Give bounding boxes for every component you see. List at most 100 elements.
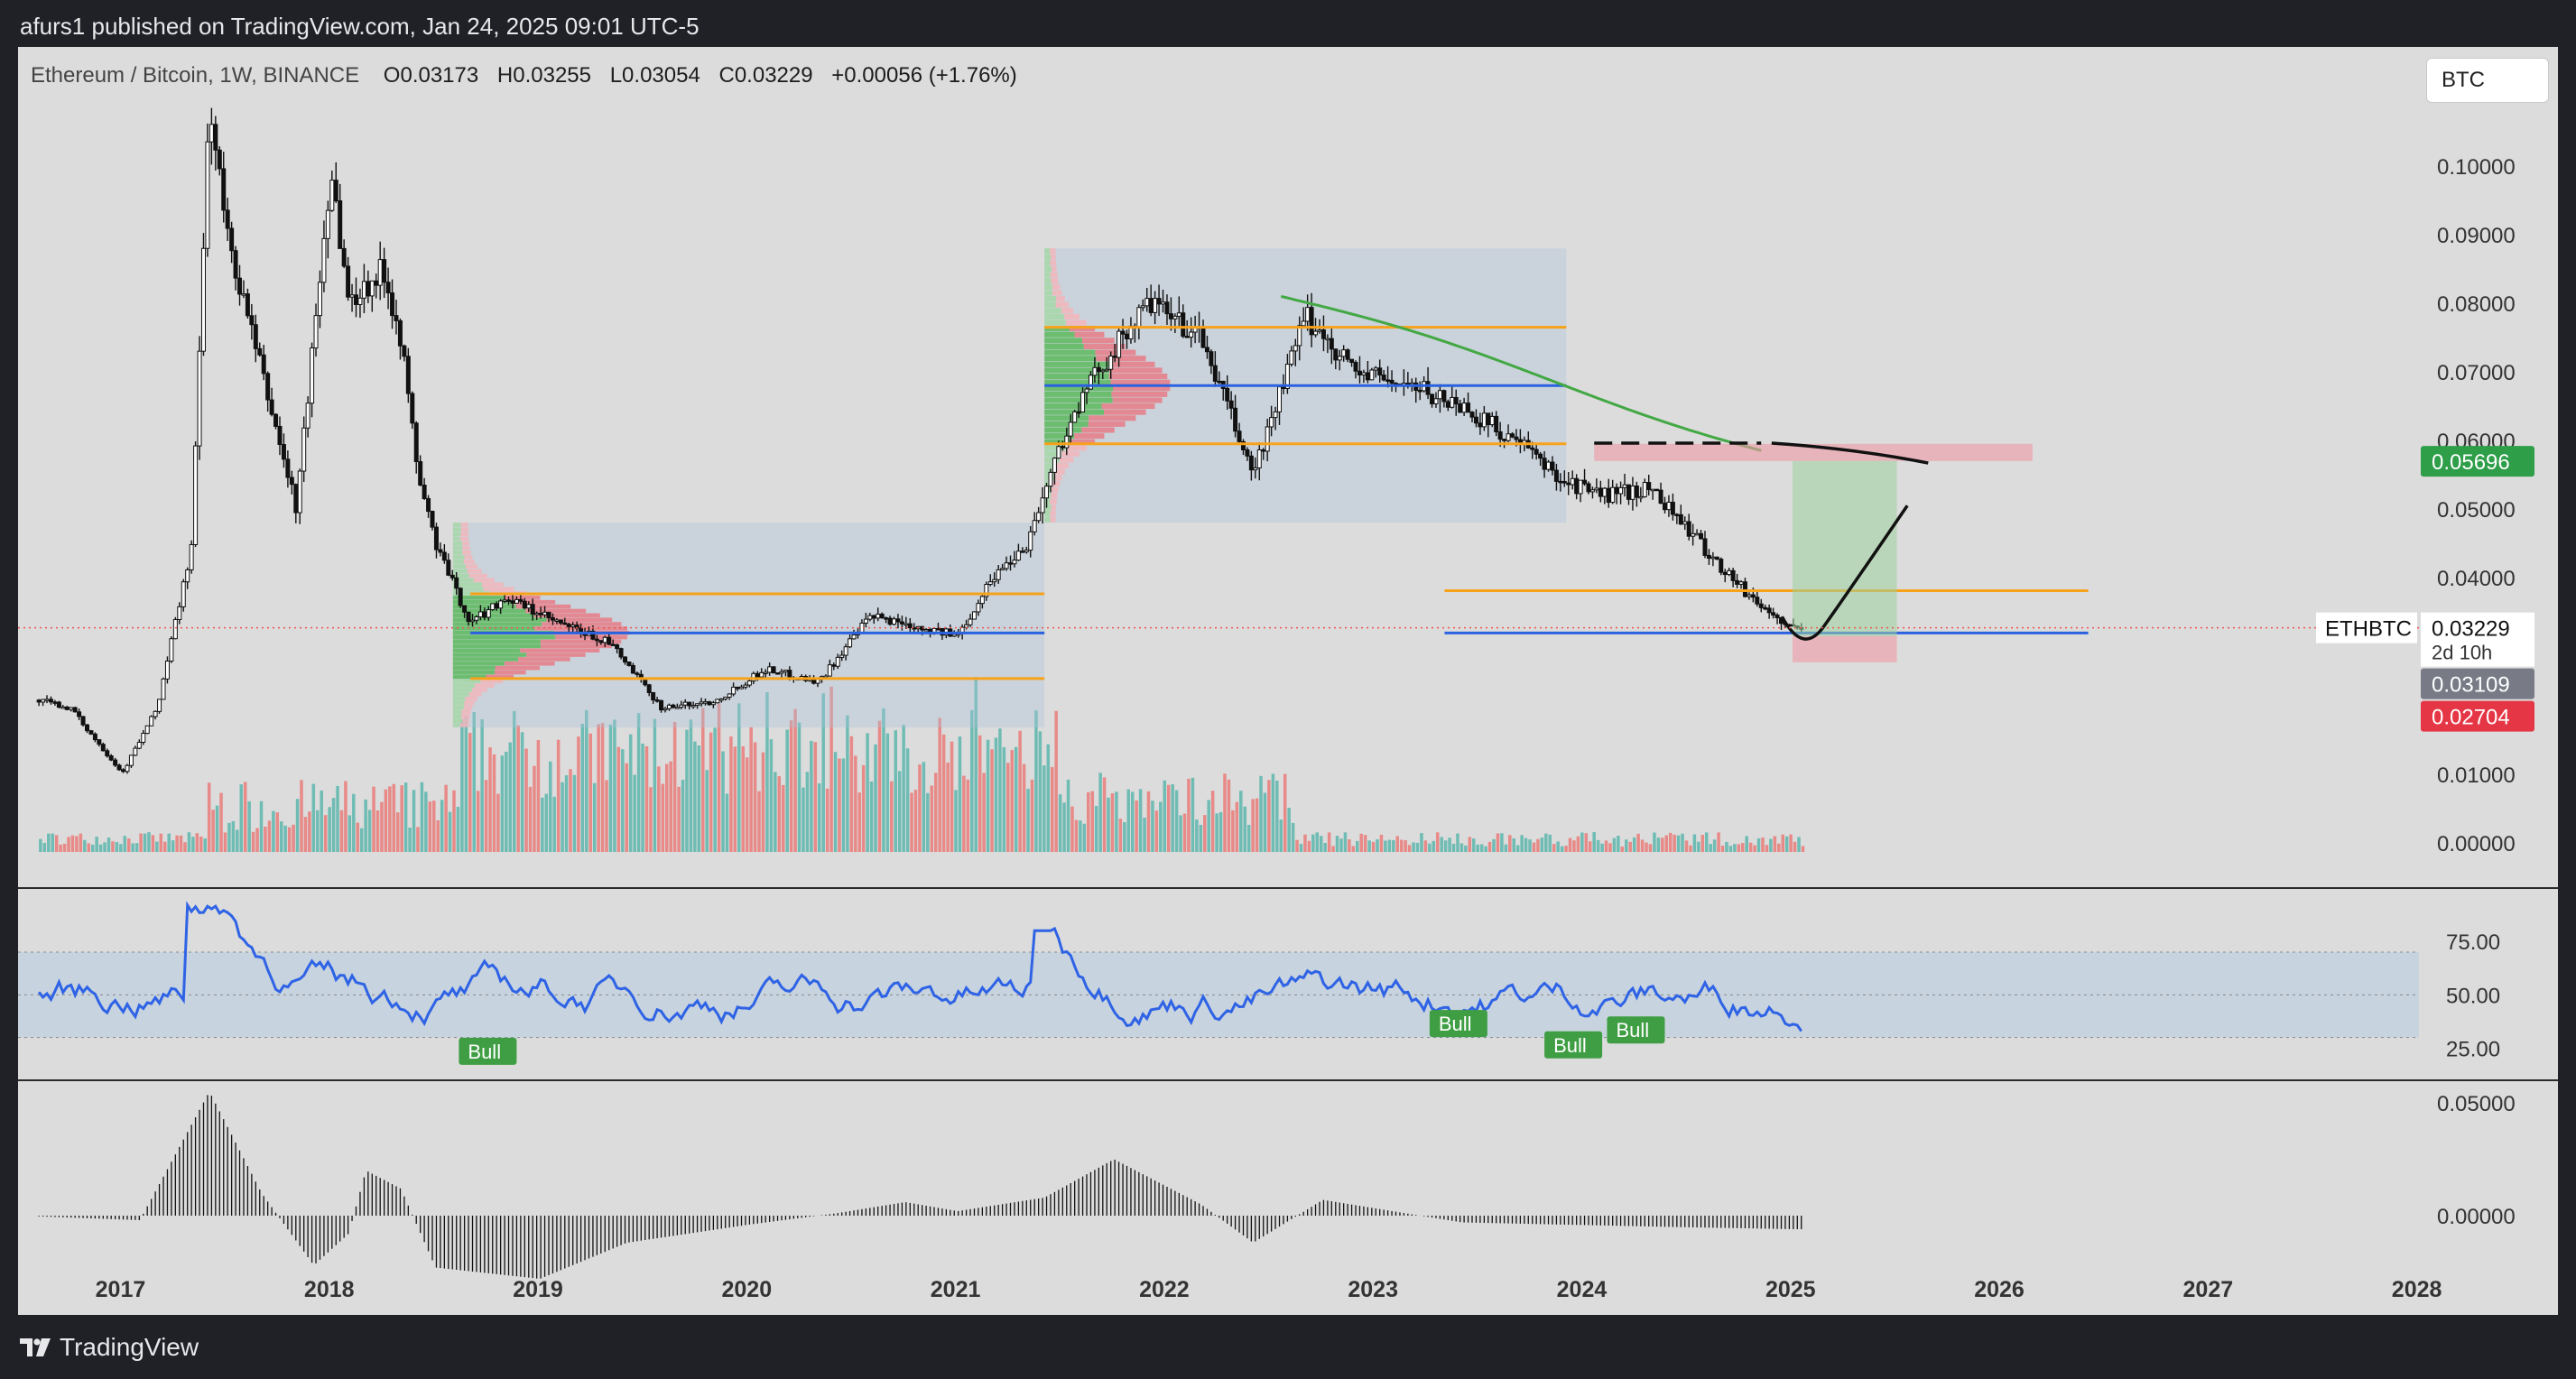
candle-body: [385, 282, 391, 294]
volume-bar: [123, 836, 127, 852]
volume-bar: [962, 775, 966, 852]
volume-bar: [1002, 747, 1006, 852]
volume-bar: [541, 797, 544, 852]
candle-body: [1682, 521, 1688, 525]
volume-bar: [1625, 839, 1628, 852]
candle-body: [1458, 403, 1463, 413]
volume-bar: [1492, 838, 1496, 852]
candle-body: [951, 634, 957, 637]
volume-bar: [395, 812, 400, 852]
candle-body: [1606, 487, 1611, 504]
volume-bar: [484, 780, 488, 852]
candle-body: [1433, 398, 1439, 404]
volume-bar: [39, 838, 42, 852]
profile-up-bar: [452, 569, 468, 574]
candle-body: [871, 615, 876, 619]
volume-bar: [1054, 710, 1058, 852]
volume-bar: [339, 810, 344, 852]
volume-bar: [1656, 838, 1661, 852]
profile-up-bar: [452, 692, 469, 697]
profile-down-bar: [1061, 450, 1080, 457]
volume-bar: [1608, 843, 1612, 852]
candle-body: [1144, 298, 1150, 307]
candle-body: [699, 701, 704, 705]
volume-bar: [70, 835, 75, 852]
volume-bar: [87, 843, 91, 852]
candle-body: [301, 427, 307, 472]
candle-body: [1277, 386, 1283, 412]
volume-bar: [236, 829, 239, 852]
profile-up-bar: [452, 541, 463, 546]
tradingview-logo[interactable]: TradingView: [20, 1333, 199, 1362]
volume-bar: [966, 779, 970, 852]
volume-bar: [223, 832, 227, 852]
volume-bar: [1576, 836, 1580, 852]
volume-bar: [1271, 773, 1275, 852]
profile-up-bar: [1044, 367, 1110, 374]
rsi-pane: Bull Bull Bull Bull: [18, 901, 2419, 1065]
candle-body: [626, 662, 632, 666]
volume-bar: [215, 805, 219, 852]
candle-body: [60, 706, 66, 709]
profile-down-bar: [463, 705, 473, 710]
volume-bar: [1628, 841, 1632, 852]
volume-bar: [636, 713, 641, 852]
candle-body: [92, 733, 97, 741]
profile-down-bar: [481, 582, 504, 587]
candle-body: [502, 599, 507, 602]
candle-body: [618, 648, 624, 658]
profile-down-bar: [464, 555, 473, 560]
legend-low: 0.03054: [622, 63, 700, 88]
candle-body: [895, 618, 901, 623]
candle-body: [935, 627, 941, 631]
volume-bar: [51, 833, 54, 852]
bull-label-bg: [1429, 1010, 1487, 1038]
candle-body: [229, 227, 235, 252]
profile-up-bar: [452, 648, 521, 652]
candle-body: [133, 747, 138, 756]
legend-high-label: H: [496, 63, 514, 88]
volume-bar: [1544, 833, 1548, 852]
volume-bar: [1182, 813, 1187, 852]
candle-body: [161, 678, 166, 700]
profile-down-bar: [1052, 290, 1062, 296]
currency-button[interactable]: BTC: [2426, 58, 2549, 103]
candle-body: [200, 247, 206, 352]
volume-bar: [681, 780, 685, 852]
candle-body: [654, 699, 660, 702]
time-tick: 2017: [96, 1277, 146, 1302]
rsi-tick: 25.00: [2446, 1038, 2500, 1062]
profile-up-bar: [1044, 427, 1082, 433]
profile-down-bar: [541, 643, 612, 649]
profile-down-bar: [462, 551, 471, 555]
volume-bar: [203, 838, 207, 852]
legend-open-label: O: [383, 63, 401, 88]
volume-bar: [954, 790, 958, 852]
candle-body: [1774, 615, 1780, 619]
candle-body: [787, 670, 792, 679]
candle-body: [113, 759, 118, 766]
volume-bar: [452, 790, 456, 852]
volume-bar: [918, 764, 922, 852]
candle-body: [1634, 486, 1639, 498]
volume-bar: [1620, 846, 1625, 852]
volume-bar: [874, 744, 877, 852]
candle-body: [144, 725, 150, 735]
candle-body: [1032, 520, 1037, 532]
candle-body: [265, 373, 271, 401]
candle-body: [610, 643, 616, 646]
volume-bar: [866, 733, 869, 852]
volume-bar: [1712, 839, 1717, 852]
volume-bar: [231, 820, 236, 852]
legend-change: +0.00056 (+1.76%): [831, 63, 1017, 88]
profile-up-bar: [1044, 415, 1089, 421]
candle-body: [1092, 366, 1098, 376]
volume-bar: [1580, 832, 1584, 852]
candle-body: [727, 693, 732, 698]
volume-bar: [303, 817, 308, 852]
profile-up-bar: [1044, 356, 1097, 362]
volume-bar: [1154, 810, 1159, 852]
volume-bar: [536, 740, 541, 852]
candle-body: [763, 671, 768, 674]
